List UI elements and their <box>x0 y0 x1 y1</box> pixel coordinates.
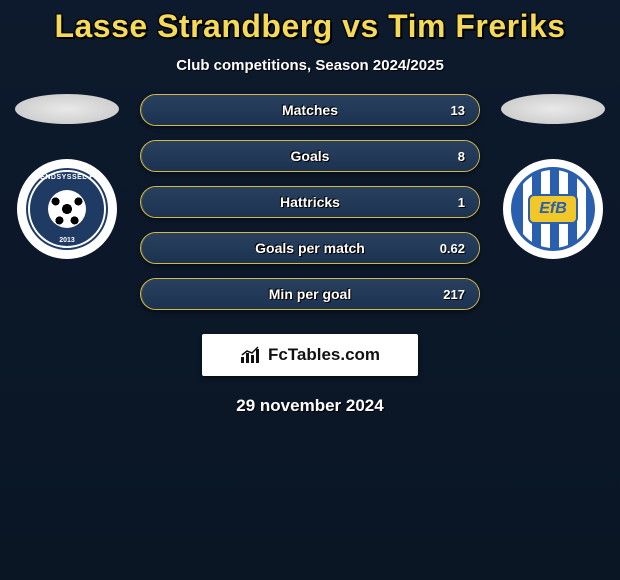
player-right-photo <box>501 94 605 124</box>
club-badge-left: VENDSYSSEL FF 2013 <box>17 159 117 259</box>
stat-row-goals-per-match: Goals per match 0.62 <box>140 232 480 264</box>
stat-label: Goals <box>291 148 330 164</box>
club-badge-left-text: VENDSYSSEL FF <box>35 174 99 181</box>
stat-row-matches: Matches 13 <box>140 94 480 126</box>
player-left-photo <box>15 94 119 124</box>
club-badge-right-text: EfB <box>528 194 578 224</box>
club-badge-right: EfB <box>503 159 603 259</box>
club-badge-left-inner: VENDSYSSEL FF 2013 <box>26 168 108 250</box>
stat-row-min-per-goal: Min per goal 217 <box>140 278 480 310</box>
soccer-ball-icon <box>48 190 86 228</box>
stat-label: Matches <box>282 102 338 118</box>
subtitle: Club competitions, Season 2024/2025 <box>0 57 620 74</box>
bar-chart-icon <box>240 346 262 364</box>
stat-label: Min per goal <box>269 286 351 302</box>
stat-value-right: 8 <box>458 149 465 164</box>
brand-text: FcTables.com <box>268 345 380 365</box>
stat-value-right: 0.62 <box>440 241 465 256</box>
stat-label: Goals per match <box>255 240 365 256</box>
stat-value-right: 217 <box>443 287 465 302</box>
page-title: Lasse Strandberg vs Tim Freriks <box>0 0 620 45</box>
stat-value-right: 1 <box>458 195 465 210</box>
player-left-column: VENDSYSSEL FF 2013 <box>12 94 122 259</box>
comparison-container: VENDSYSSEL FF 2013 Matches 13 Goals 8 Ha… <box>0 94 620 310</box>
stats-list: Matches 13 Goals 8 Hattricks 1 Goals per… <box>140 94 480 310</box>
stat-value-right: 13 <box>451 103 465 118</box>
club-badge-right-inner: EfB <box>511 167 595 251</box>
date-text: 29 november 2024 <box>0 396 620 416</box>
stat-label: Hattricks <box>280 194 340 210</box>
brand-box: FcTables.com <box>202 334 418 376</box>
stat-row-goals: Goals 8 <box>140 140 480 172</box>
club-badge-left-year: 2013 <box>59 237 75 244</box>
player-right-column: EfB <box>498 94 608 259</box>
stat-row-hattricks: Hattricks 1 <box>140 186 480 218</box>
